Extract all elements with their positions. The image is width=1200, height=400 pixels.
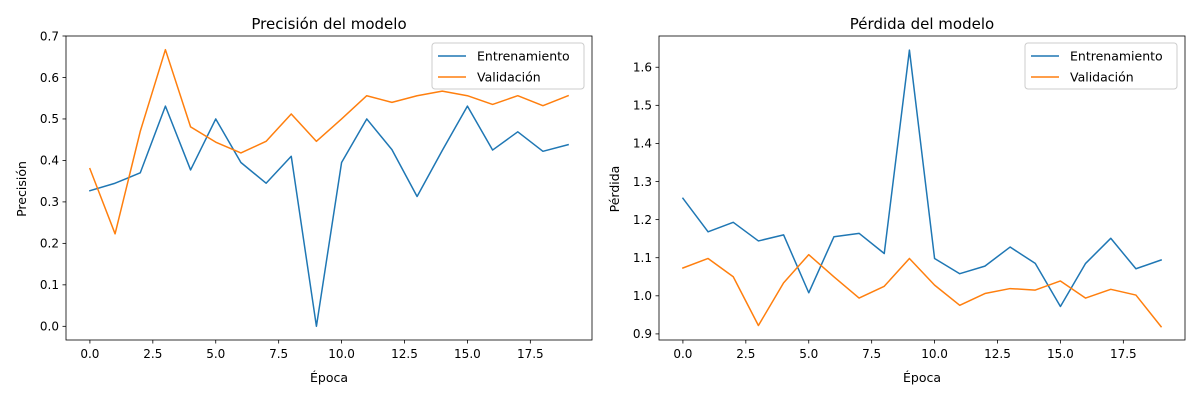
x-tick-label: 0.0 — [673, 347, 692, 361]
x-tick-label: 15.0 — [1047, 347, 1074, 361]
legend: Entrenamiento Validación — [1024, 42, 1178, 90]
y-tick-label: 0.7 — [40, 29, 59, 43]
x-tick-label: 5.0 — [799, 347, 818, 361]
y-tick-label: 1.0 — [633, 289, 652, 303]
y-axis-label: Precisión — [14, 161, 29, 217]
series-line-entrenamiento — [681, 49, 1163, 308]
x-tick-label: 2.5 — [143, 347, 162, 361]
x-tick-label: 12.5 — [984, 347, 1011, 361]
x-tick-label: 2.5 — [736, 347, 755, 361]
chart-title: Precisión del modelo — [251, 15, 406, 33]
y-tick-label: 0.0 — [40, 320, 59, 334]
accuracy-chart: Precisión del modelo 0.0 2.5 5.0 7.5 10.0 12.… — [14, 15, 593, 385]
axes-frame — [658, 35, 1186, 341]
x-axis-label: Época — [310, 370, 348, 385]
legend-frame — [431, 42, 585, 90]
plot-area: 0.0 2.5 5.0 7.5 10.0 12.5 15.0 17.5 0.0 0.1 0.2 0.3… — [40, 29, 593, 361]
y-tick-label: 1.2 — [633, 213, 652, 227]
chart-title: Pérdida del modelo — [850, 15, 994, 33]
y-tick-label: 0.3 — [40, 195, 59, 209]
legend-label-entrenamiento: Entrenamiento — [477, 49, 570, 64]
legend: Entrenamiento Validación — [431, 42, 585, 90]
x-tick-label: 10.0 — [328, 347, 355, 361]
legend-label-validacion: Validación — [1070, 70, 1134, 85]
x-tick-label: 7.5 — [862, 347, 881, 361]
y-tick-label: 1.5 — [633, 99, 652, 113]
series-line-entrenamiento — [88, 105, 570, 328]
legend-frame — [1024, 42, 1178, 90]
x-tick-label: 17.5 — [1110, 347, 1137, 361]
y-tick-label: 0.6 — [40, 71, 59, 85]
x-tick-label: 12.5 — [391, 347, 418, 361]
y-tick-label: 1.6 — [633, 61, 652, 75]
loss-chart: Pérdida del modelo 0.0 2.5 5.0 7.5 10.0 12.5 1… — [607, 15, 1186, 385]
legend-label-validacion: Validación — [477, 70, 541, 85]
plot-area: 0.0 2.5 5.0 7.5 10.0 12.5 15.0 17.5 0.9 1.0 1.1 1.2… — [633, 35, 1186, 361]
axes-frame — [65, 35, 593, 341]
x-tick-label: 5.0 — [206, 347, 225, 361]
x-tick-label: 17.5 — [517, 347, 544, 361]
y-tick-label: 1.3 — [633, 175, 652, 189]
x-tick-label: 0.0 — [80, 347, 99, 361]
y-tick-label: 0.2 — [40, 237, 59, 251]
y-tick-label: 0.1 — [40, 278, 59, 292]
y-tick-label: 1.1 — [633, 251, 652, 265]
y-tick-label: 0.9 — [633, 327, 652, 341]
x-tick-label: 15.0 — [454, 347, 481, 361]
series-line-validacion — [88, 48, 570, 235]
y-axis-label: Pérdida — [607, 166, 622, 213]
series-line-validacion — [681, 253, 1163, 328]
x-axis-label: Época — [903, 370, 941, 385]
y-tick-label: 0.5 — [40, 112, 59, 126]
x-tick-label: 10.0 — [921, 347, 948, 361]
x-tick-label: 7.5 — [269, 347, 288, 361]
y-tick-label: 1.4 — [633, 137, 652, 151]
y-tick-label: 0.4 — [40, 154, 59, 168]
legend-label-entrenamiento: Entrenamiento — [1070, 49, 1163, 64]
